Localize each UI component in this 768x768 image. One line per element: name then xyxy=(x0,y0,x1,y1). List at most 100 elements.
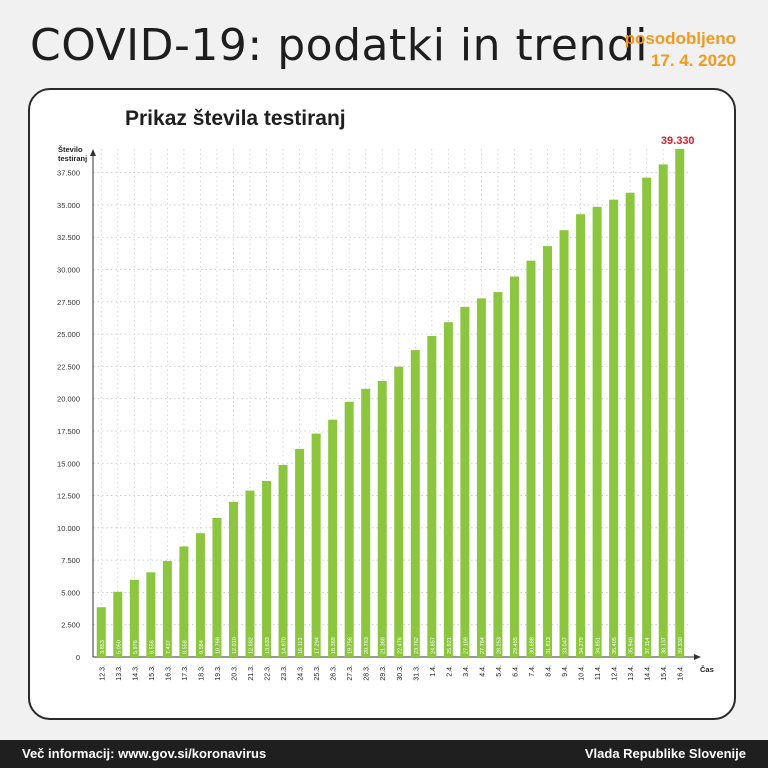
y-tick-label: 15.000 xyxy=(57,459,80,468)
bar xyxy=(476,298,486,657)
updated-date: 17. 4. 2020 xyxy=(650,51,736,70)
bar xyxy=(625,192,635,657)
bar xyxy=(162,560,172,657)
x-tick-label: 29.3. xyxy=(380,665,387,681)
bar xyxy=(394,366,404,657)
bar xyxy=(460,306,470,657)
bar-value-label: 19.756 xyxy=(348,637,354,654)
bar-value-label: 7.437 xyxy=(166,640,172,654)
bar-value-label: 6.556 xyxy=(149,640,155,654)
x-tick-label: 6.4. xyxy=(512,665,519,677)
bar xyxy=(278,464,288,657)
x-tick-label: 8.4. xyxy=(546,665,553,677)
x-tick-label: 14.4. xyxy=(645,665,652,681)
x-tick-label: 25.3. xyxy=(314,665,321,681)
x-axis-label: Čas xyxy=(700,665,714,674)
y-tick-label: 22.500 xyxy=(57,362,80,371)
bar xyxy=(658,164,668,657)
x-tick-label: 27.3. xyxy=(347,665,354,681)
y-tick-label: 27.500 xyxy=(57,298,80,307)
y-tick-label: 10.000 xyxy=(57,524,80,533)
bar-value-label: 12.882 xyxy=(249,637,255,654)
footer-bar: Več informacij: www.gov.si/koronavirus V… xyxy=(0,740,768,768)
x-tick-label: 3.4. xyxy=(463,665,470,677)
chart-title: Prikaz števila testiranj xyxy=(125,107,346,130)
bar xyxy=(410,350,420,657)
y-tick-label: 0 xyxy=(76,653,80,662)
x-tick-label: 2.4. xyxy=(446,665,453,677)
bar xyxy=(129,579,139,657)
y-tick-label: 2.500 xyxy=(61,621,80,630)
bar-value-label: 25.921 xyxy=(447,637,453,654)
bar xyxy=(576,214,586,657)
x-tick-label: 10.4. xyxy=(579,665,586,681)
bar-value-label: 21.368 xyxy=(381,637,387,654)
bar-value-label: 34.279 xyxy=(579,637,585,654)
x-tick-label: 14.3. xyxy=(132,665,139,681)
bar xyxy=(509,276,519,657)
bar-value-label: 27.764 xyxy=(480,637,486,654)
bar-value-label: 24.857 xyxy=(430,637,436,654)
bar xyxy=(609,199,619,658)
x-tick-label: 21.3. xyxy=(248,665,255,681)
bar-value-label: 8.558 xyxy=(182,640,188,654)
bar xyxy=(295,448,305,657)
x-tick-label: 15.4. xyxy=(661,665,668,681)
footer-org: Vlada Republike Slovenije xyxy=(584,746,746,761)
x-tick-label: 17.3. xyxy=(182,665,189,681)
x-tick-label: 11.4. xyxy=(595,665,602,680)
bar-value-label: 34.851 xyxy=(596,637,602,654)
x-tick-label: 26.3. xyxy=(331,665,338,681)
y-tick-label: 17.500 xyxy=(57,427,80,436)
bar xyxy=(146,572,156,657)
y-tick-label: 12.500 xyxy=(57,492,80,501)
bar-value-label: 23.762 xyxy=(414,637,420,654)
y-tick-label: 32.500 xyxy=(57,233,80,242)
bar xyxy=(559,230,569,657)
bar-value-label: 3.853 xyxy=(100,640,106,654)
bar-value-label: 12.010 xyxy=(232,637,238,654)
bar-value-label: 35.405 xyxy=(612,637,618,654)
bar-value-label: 5.050 xyxy=(116,640,122,654)
x-tick-label: 7.4. xyxy=(529,665,536,677)
bar xyxy=(228,501,238,657)
x-tick-label: 13.4. xyxy=(628,665,635,681)
bar xyxy=(543,246,553,657)
bar-value-label: 35.948 xyxy=(629,637,635,654)
bar-value-label: 29.455 xyxy=(513,637,519,654)
x-tick-label: 9.4. xyxy=(562,665,569,677)
x-tick-label: 16.3. xyxy=(165,665,172,681)
bar-value-label: 38.137 xyxy=(662,637,668,654)
footer-info-link[interactable]: Več informacij: www.gov.si/koronavirus xyxy=(22,746,267,761)
x-tick-label: 16.4. xyxy=(678,665,685,681)
bar-value-label: 5.976 xyxy=(133,640,139,654)
bar xyxy=(179,546,189,657)
x-tick-label: 28.3. xyxy=(364,665,371,681)
bar-value-label: 30.688 xyxy=(529,637,535,654)
update-info: posodobljeno 17. 4. 2020 xyxy=(625,28,736,72)
bar xyxy=(212,517,222,657)
bar xyxy=(592,206,602,657)
x-tick-label: 12.4. xyxy=(612,665,619,681)
x-tick-label: 1.4. xyxy=(430,665,437,677)
bar xyxy=(262,480,272,657)
bar xyxy=(526,260,536,657)
bar xyxy=(195,533,205,657)
updated-label: posodobljeno xyxy=(624,29,736,48)
x-tick-label: 22.3. xyxy=(265,665,272,681)
bar-value-label: 13.633 xyxy=(265,637,271,654)
x-tick-label: 4.4. xyxy=(479,665,486,677)
x-tick-label: 23.3. xyxy=(281,665,288,681)
y-axis-arrow xyxy=(90,149,96,156)
y-tick-label: 7.500 xyxy=(61,556,80,565)
bar-value-label: 22.476 xyxy=(397,637,403,654)
bar xyxy=(642,177,652,658)
x-tick-label: 18.3. xyxy=(198,665,205,681)
x-tick-label: 31.3. xyxy=(413,665,420,681)
bar xyxy=(96,607,106,657)
bar-value-label: 18.369 xyxy=(331,637,337,654)
bar xyxy=(361,388,371,657)
y-tick-label: 5.000 xyxy=(61,588,80,597)
x-tick-label: 20.3. xyxy=(231,665,238,681)
